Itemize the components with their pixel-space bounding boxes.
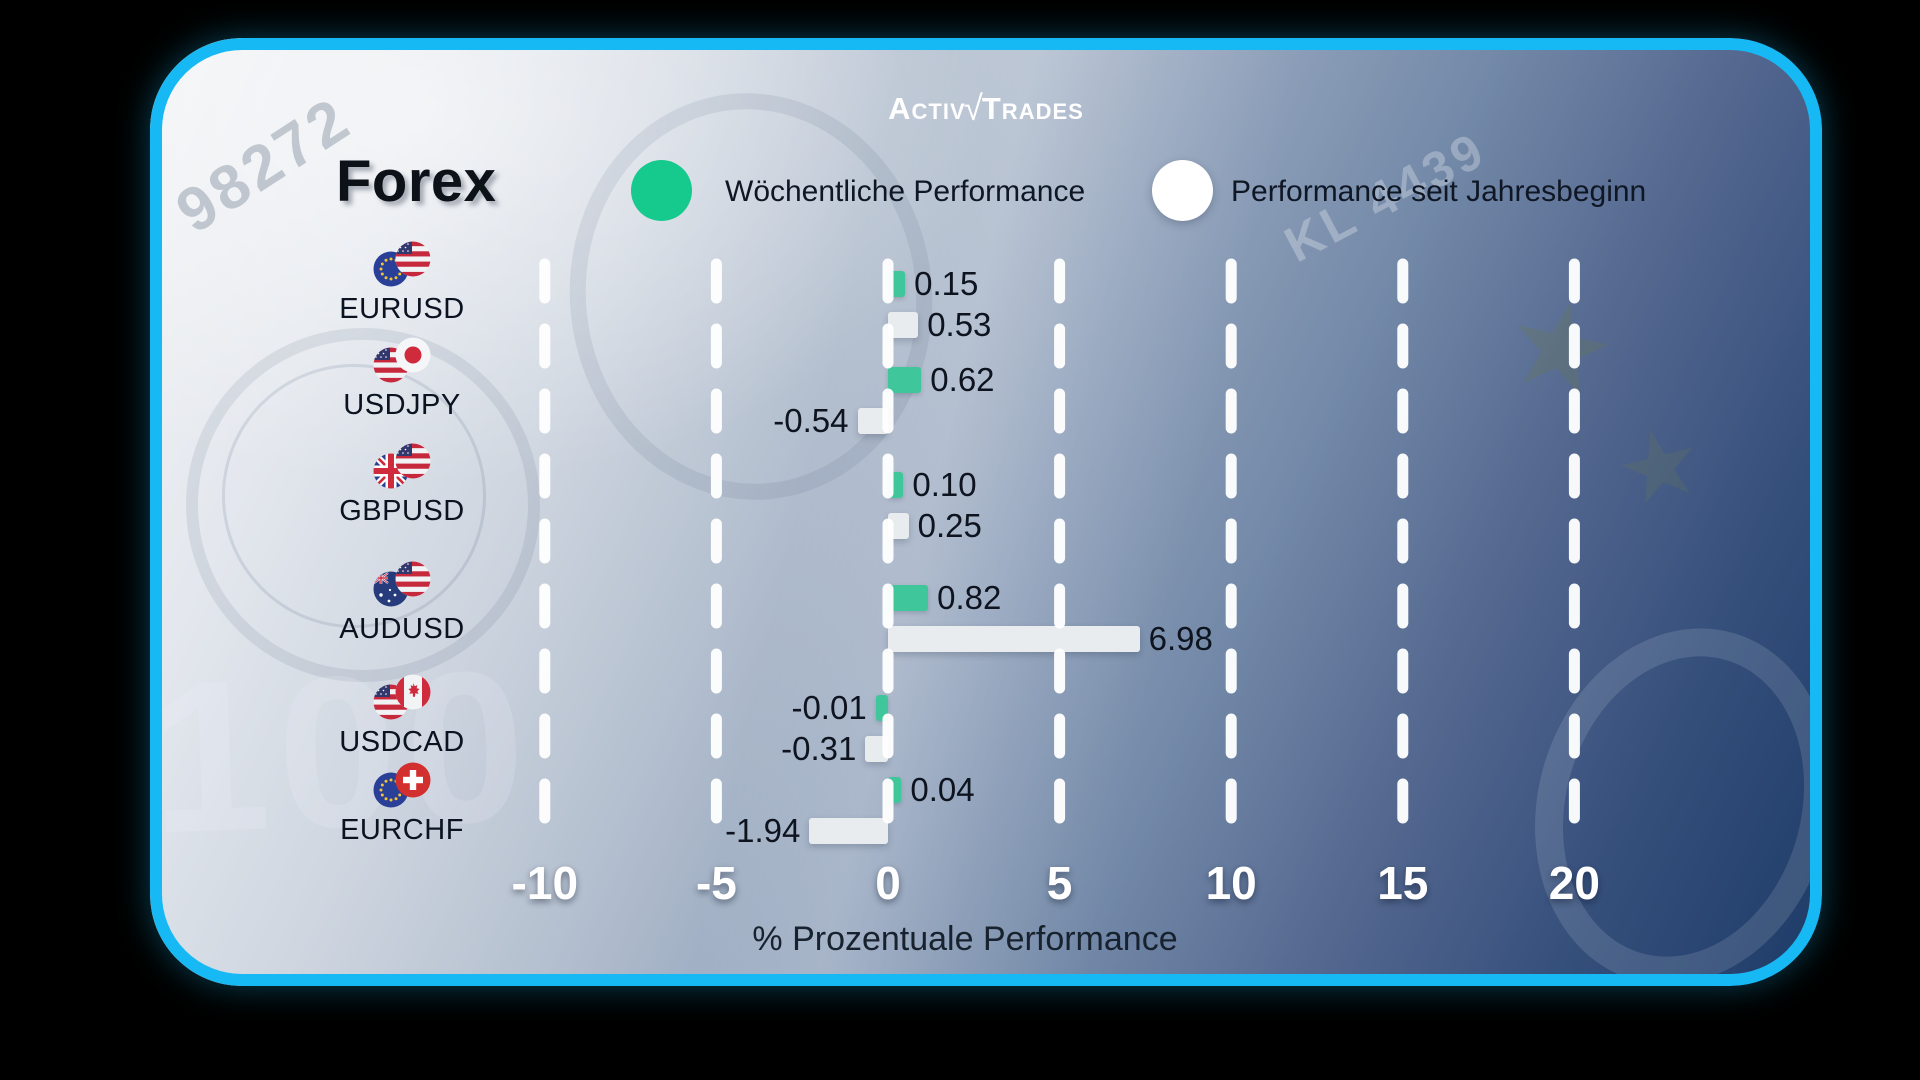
ytd-value-audusd: 6.98: [1148, 620, 1213, 657]
pair-flags-eurchf: [373, 762, 431, 808]
x-tick-label: 0: [875, 857, 901, 909]
money-collage-background: 98272 KL 4439 100: [150, 38, 1822, 986]
legend-ytd-label: Performance seit Jahresbeginn: [1231, 175, 1647, 208]
flag-us-icon: [395, 241, 431, 277]
x-tick-label: 15: [1377, 857, 1429, 909]
ytd-bar-eurchf: [809, 818, 888, 844]
x-axis-title: % Prozentuale Performance: [752, 920, 1178, 958]
weekly-value-usdjpy: 0.62: [930, 361, 995, 398]
weekly-value-gbpusd: 0.10: [912, 466, 977, 503]
weekly-bar-usdjpy: [888, 367, 922, 393]
decor-reserve-seal-inner-ring: [222, 364, 486, 628]
pair-flags-gbpusd: [373, 443, 431, 489]
brand-logo-text-right: Trades: [981, 91, 1084, 126]
gridlines: [539, 258, 1580, 852]
flag-jp-icon: [395, 337, 431, 373]
ytd-value-eurchf: -1.94: [725, 812, 801, 849]
flag-ca-icon: [395, 674, 431, 710]
x-tick-label: 5: [1046, 857, 1073, 909]
brand-check-icon: √: [963, 89, 984, 128]
legend-weekly-dot-icon: [631, 160, 692, 221]
chart-title: Forex: [336, 149, 497, 214]
weekly-value-eurusd: 0.15: [914, 265, 979, 302]
weekly-bar-audusd: [888, 585, 929, 611]
weekly-value-eurchf: 0.04: [910, 771, 975, 808]
pair-flags-usdjpy: [373, 337, 431, 383]
flag-ch-icon: [395, 762, 431, 798]
legend-ytd-dot-icon: [1152, 160, 1213, 221]
ytd-bar-audusd: [888, 626, 1140, 652]
pair-label-eurusd: EURUSD: [339, 293, 465, 325]
ytd-value-usdjpy: -0.54: [773, 402, 849, 439]
flag-us-icon: [395, 561, 431, 597]
pair-flags-eurusd: [373, 241, 431, 287]
infographic-card: 98272 KL 4439 100 Activ√Trades Forex Wöc…: [150, 38, 1822, 986]
flag-us-icon: [395, 443, 431, 479]
performance-bar-chart: % Prozentuale Performance -10 -5 0 5 10 15 20 E…: [150, 38, 1822, 986]
ytd-value-usdcad: -0.31: [781, 730, 857, 767]
pair-flags-usdcad: [373, 674, 431, 720]
weekly-value-audusd: 0.82: [937, 579, 1002, 616]
pair-label-eurchf: EURCHF: [340, 814, 464, 846]
ytd-value-gbpusd: 0.25: [917, 507, 982, 544]
pair-flags-audusd: [373, 561, 431, 607]
brand-logo: Activ√Trades: [150, 88, 1822, 128]
ytd-bar-usdcad: [865, 736, 888, 762]
x-tick-label: -10: [511, 857, 579, 909]
weekly-value-usdcad: -0.01: [791, 689, 867, 726]
x-tick-label: 20: [1548, 857, 1600, 909]
pair-label-usdjpy: USDJPY: [343, 389, 461, 421]
brand-logo-text-left: Activ: [888, 91, 966, 126]
x-tick-label: 10: [1205, 857, 1257, 909]
legend-weekly-label: Wöchentliche Performance: [725, 175, 1086, 208]
ytd-value-eurusd: 0.53: [927, 306, 992, 343]
pair-label-audusd: AUDUSD: [339, 613, 465, 645]
pair-label-usdcad: USDCAD: [339, 726, 465, 758]
x-tick-label: -5: [695, 857, 737, 909]
pair-label-gbpusd: GBPUSD: [339, 495, 465, 527]
